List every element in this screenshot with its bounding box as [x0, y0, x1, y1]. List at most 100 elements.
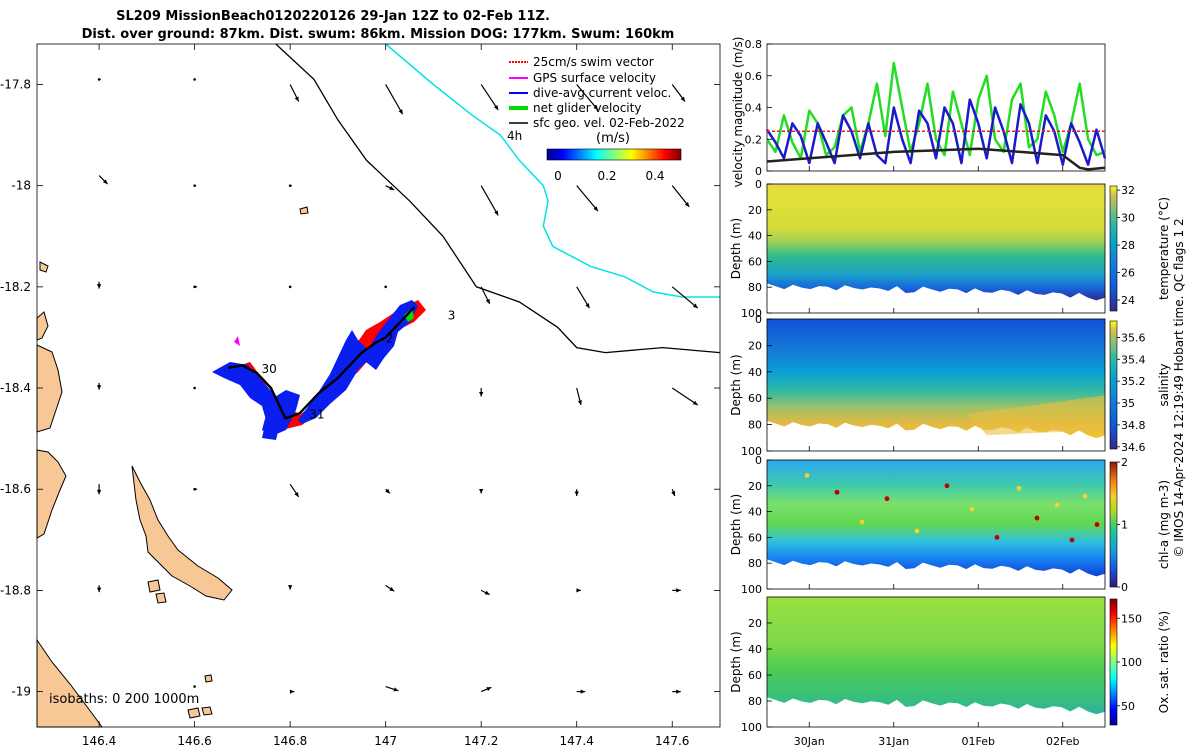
geo-velocity-shaft: [385, 84, 404, 115]
geo-velocity-arrow: [96, 484, 102, 495]
geo-velocity-head: [493, 105, 499, 110]
geo-velocity-arrow: [193, 78, 196, 81]
map-colorbar-tick: 0.4: [645, 169, 664, 183]
geo-velocity-arrow: [96, 382, 102, 390]
section-ytick-label: 80: [748, 419, 762, 432]
section-chl-dot: [944, 483, 950, 489]
geo-velocity-shaft: [480, 84, 499, 111]
geo-velocity-arrow: [480, 84, 499, 111]
island-small-5: [201, 706, 213, 716]
legend-dive-current: dive-avg current veloc.: [533, 86, 671, 100]
section-ytick-label: 40: [748, 366, 762, 379]
geo-velocity-arrow: [576, 84, 599, 111]
geo-velocity-head: [96, 489, 102, 495]
isobath-1000m: [385, 43, 720, 298]
geo-velocity-head: [288, 585, 293, 590]
geo-velocity-head: [494, 210, 499, 216]
section-chl-dot: [1016, 485, 1022, 491]
velocity-ytick-label: 0: [755, 165, 762, 178]
geo-velocity-dot: [288, 285, 292, 289]
geo-velocity-arrow: [193, 685, 196, 688]
velocity-series-line: [765, 98, 1107, 166]
geo-velocity-arrow: [480, 686, 492, 693]
section-colorbar-label: 1: [1121, 519, 1128, 532]
geo-velocity-head: [389, 586, 395, 592]
geo-velocity-dot: [193, 487, 196, 491]
section-chl-dot: [1082, 493, 1088, 499]
legend-note: 4h: [507, 129, 522, 143]
map-ytick-label: -18.2: [0, 280, 31, 294]
swath-gps-marker: [234, 336, 240, 346]
geo-velocity-head: [585, 303, 590, 309]
geo-velocity-dot: [193, 685, 196, 688]
map-legend: 25cm/s swim vector GPS surface velocity …: [507, 55, 685, 143]
geo-velocity-arrow: [671, 185, 690, 208]
land-polygons: [36, 206, 309, 728]
section-axes-box: [766, 318, 1106, 452]
geo-velocity-head: [294, 96, 299, 102]
time-xtick-label: 30Jan: [794, 735, 825, 748]
section-ytick-label: 60: [748, 669, 762, 682]
section-ytick-label: 0: [755, 313, 762, 326]
section-colorbar-label: 35.6: [1121, 331, 1146, 344]
geo-velocity-head: [577, 400, 582, 406]
section-colorbar: [1109, 185, 1118, 312]
map-ytick-label: -19: [11, 685, 31, 699]
geo-velocity-arrow: [193, 386, 196, 390]
section-ytick-label: 80: [748, 281, 762, 294]
geo-velocity-head: [479, 392, 484, 397]
day-label: 2: [386, 331, 394, 345]
geo-velocity-head: [102, 179, 108, 185]
section-colorbar-label: 34.8: [1121, 419, 1146, 432]
geo-velocity-arrow: [193, 285, 198, 289]
section-chl-dot: [834, 489, 840, 495]
section-field: [767, 184, 1105, 301]
geo-velocity-arrow: [385, 185, 395, 191]
geo-velocity-arrow: [479, 388, 484, 397]
section-warm-surface: [767, 184, 1105, 188]
velocity-panel: 0 0.2 0.4 0.6 0.8 velocity magnitude (m/s): [731, 37, 1107, 187]
velocity-ytick-label: 0.2: [745, 133, 763, 146]
section-ytick-label: 40: [748, 506, 762, 519]
section-colorbar-label: 26: [1121, 267, 1135, 280]
map-colorbar-tick: 0: [554, 169, 562, 183]
geo-velocity-head: [398, 109, 403, 115]
velocity-ytick-label: 0.8: [745, 38, 763, 51]
section-ytick-label: 80: [748, 695, 762, 708]
time-xtick-label: 01Feb: [962, 735, 995, 748]
geo-velocity-arrow: [96, 281, 102, 289]
geo-velocity-head: [593, 206, 598, 212]
section-chl-dot: [969, 506, 975, 512]
geo-velocity-head: [671, 491, 676, 497]
geo-velocity-arrow: [479, 488, 484, 494]
figure-title-line2: Dist. over ground: 87km. Dist. swum: 86k…: [82, 27, 675, 42]
geo-velocity-head: [680, 96, 685, 102]
section-ytick-label: 60: [748, 392, 762, 405]
section-chl-dot: [914, 528, 920, 534]
geo-velocity-head: [574, 491, 579, 497]
island-small-1: [299, 206, 309, 215]
day-label: 30: [261, 362, 276, 376]
geo-velocity-head: [96, 385, 102, 390]
geo-velocity-shaft: [671, 185, 690, 208]
section-chl-dot: [994, 535, 1000, 540]
geo-velocity-arrow: [289, 483, 300, 498]
section-ylabel: Depth (m): [729, 494, 743, 555]
section-chl-dot: [1054, 502, 1060, 508]
section-temperature: 0 20 40 60 80 100 Depth (m) 24 26 28 30 32 temperatu…: [729, 178, 1171, 320]
map-xtick-label: 147.4: [560, 734, 594, 748]
section-axes-box: [766, 459, 1106, 590]
section-colorbar-title: chl-a (mg m-3): [1157, 480, 1171, 569]
section-ylabel: Depth (m): [729, 354, 743, 415]
geo-velocity-head: [393, 687, 399, 692]
geo-velocity-arrow: [672, 689, 681, 694]
section-colorbar-title: salinity: [1157, 363, 1171, 406]
section-chl-dot: [1069, 537, 1075, 543]
section-ytick-label: 20: [748, 480, 762, 493]
geo-velocity-head: [692, 400, 698, 406]
map-colorbar-label: (m/s): [596, 131, 630, 146]
geo-velocity-arrow: [576, 286, 590, 309]
section-colorbar: [1109, 320, 1118, 450]
